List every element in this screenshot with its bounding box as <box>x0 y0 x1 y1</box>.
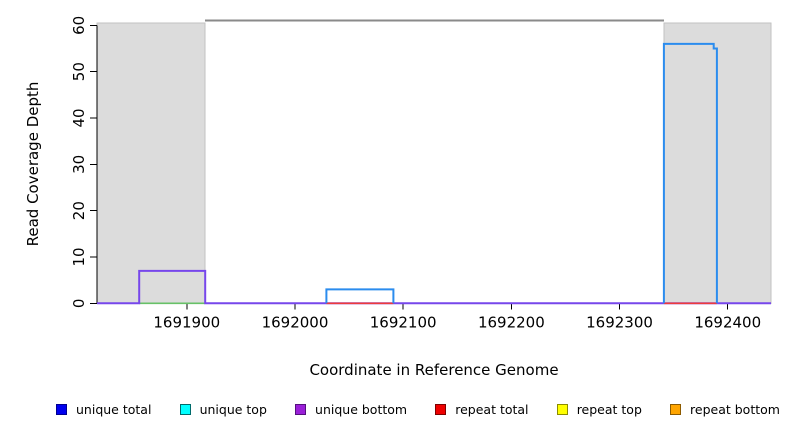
legend-item-unique-bottom: unique bottom <box>295 402 407 417</box>
x-tick-label: 1692300 <box>586 313 653 331</box>
y-axis-title: Read Coverage Depth <box>24 81 42 247</box>
y-tick-label: 50 <box>70 62 88 81</box>
repeat-bottom-swatch-icon <box>670 403 682 415</box>
x-tick-label: 1692100 <box>370 313 437 331</box>
y-tick-label: 0 <box>70 299 88 309</box>
x-axis-title: Coordinate in Reference Genome <box>309 361 559 379</box>
legend-item-unique-top: unique top <box>179 401 267 417</box>
x-tick-label: 1692200 <box>478 313 545 331</box>
unique-total-swatch-icon <box>56 403 67 415</box>
y-tick-label: 40 <box>70 108 88 127</box>
legend-item-unique-total: unique total <box>56 402 151 417</box>
legend-label: repeat top <box>576 401 642 417</box>
x-tick-label: 1692400 <box>694 313 761 331</box>
legend-item-repeat-bottom: repeat bottom <box>670 402 780 417</box>
legend-label: unique bottom <box>315 401 408 417</box>
left-gray-region <box>96 22 206 304</box>
legend-label: unique total <box>76 401 152 417</box>
unique-bottom-coverage-line <box>97 269 771 305</box>
repeat-total-swatch-icon <box>435 403 447 415</box>
y-tick-label: 30 <box>70 155 88 174</box>
x-tick-label: 1692000 <box>262 313 329 331</box>
y-tick-label: 10 <box>70 247 88 266</box>
repeat-top-swatch-icon <box>556 403 568 415</box>
unique-total-coverage-line <box>662 42 718 304</box>
y-tick-label: 60 <box>70 16 88 35</box>
unique-top-swatch-icon <box>179 403 191 415</box>
legend-item-repeat-top: repeat top <box>556 401 642 417</box>
y-tick-label: 20 <box>70 201 88 220</box>
unique-bottom-swatch-icon <box>295 403 307 415</box>
legend: unique total unique top unique bottom repea… <box>56 398 780 420</box>
legend-label: unique top <box>199 401 267 417</box>
legend-label: repeat total <box>455 401 529 417</box>
legend-label: repeat bottom <box>690 401 780 417</box>
x-tick-label: 1691900 <box>153 313 220 331</box>
unique-total-coverage-line <box>325 288 395 304</box>
legend-item-repeat-total: repeat total <box>435 401 529 417</box>
